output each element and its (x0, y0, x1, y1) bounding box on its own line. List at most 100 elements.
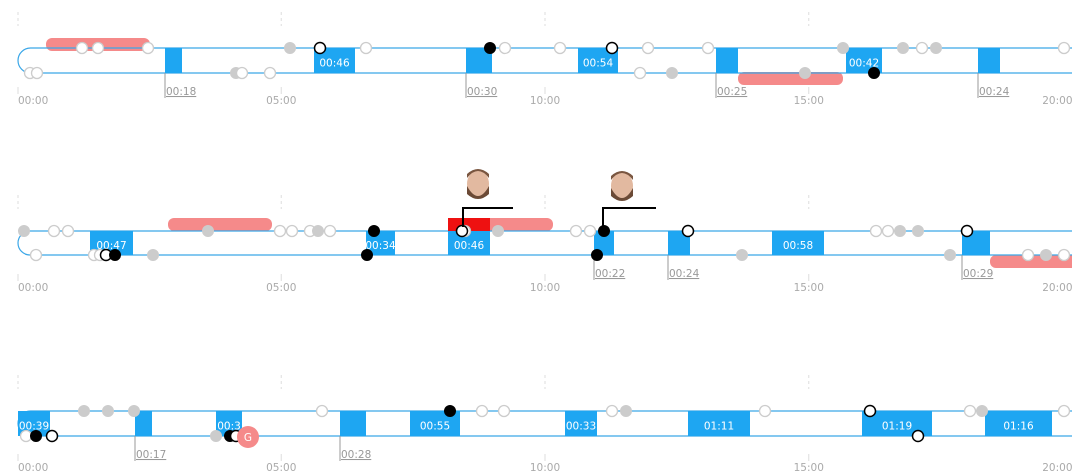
event-dot (605, 41, 619, 55)
duration-label: 00:28 (341, 449, 371, 461)
duration-label: 00:42 (849, 58, 879, 70)
axis-label: 15:00 (794, 95, 824, 107)
event-dot (312, 225, 324, 237)
marker-circle (237, 426, 259, 448)
axis-label: 15:00 (794, 282, 824, 294)
duration-block (716, 48, 738, 73)
event-dot (147, 249, 159, 261)
duration-label: 01:11 (704, 421, 734, 433)
timeline-row: 00:00 05:00 10:00 15:00 20:00 00:18 00:46 00:30… (17, 12, 1072, 107)
duration-label: 00:18 (166, 86, 196, 98)
highlight-pill (738, 72, 843, 85)
event-dot (758, 404, 772, 418)
event-dot (202, 225, 214, 237)
event-dot (498, 41, 512, 55)
axis-label: 05:00 (266, 462, 296, 474)
event-dot (368, 225, 380, 237)
face (462, 169, 513, 227)
event-dot (492, 225, 504, 237)
event-dot (91, 41, 105, 55)
event-dot (736, 249, 748, 261)
event-dot (944, 249, 956, 261)
event-dot (963, 404, 977, 418)
axis-label: 20:00 (1042, 95, 1072, 107)
event-dot (915, 41, 929, 55)
event-dot (591, 249, 603, 261)
event-dot (497, 404, 511, 418)
event-dot (285, 224, 299, 238)
event-dot (1057, 248, 1071, 262)
duration-label: 00:46 (454, 240, 485, 252)
duration-label: 00:24 (979, 86, 1010, 98)
duration-block (772, 231, 824, 255)
event-dot (799, 67, 811, 79)
axis-label: 00:00 (18, 282, 48, 294)
axis-label: 05:00 (266, 282, 296, 294)
event-dot (633, 66, 647, 80)
event-dot (598, 225, 610, 237)
event-dot (605, 404, 619, 418)
event-dot (30, 66, 44, 80)
marker-label: G (244, 432, 252, 444)
axis-label: 10:00 (530, 95, 560, 107)
event-dot (30, 430, 42, 442)
event-dot (911, 429, 925, 443)
event-dot (1040, 249, 1052, 261)
duration-label: 00:58 (783, 240, 813, 252)
event-dot (361, 249, 373, 261)
event-dot (455, 224, 469, 238)
timeline-row: 00:00 05:00 10:00 15:00 20:00 00:39 00:17 00:3 0… (17, 375, 1072, 474)
event-dot (976, 405, 988, 417)
duration-label: 00:17 (136, 449, 166, 461)
event-dot (960, 224, 974, 238)
event-dot (18, 225, 30, 237)
highlight-pill (168, 218, 272, 231)
duration-block (565, 411, 597, 436)
duration-label: 00:55 (420, 421, 450, 433)
duration-label: 01:19 (882, 421, 912, 433)
duration-block (668, 231, 690, 255)
event-dot (141, 41, 155, 55)
event-dot (484, 42, 496, 54)
event-dot (583, 224, 597, 238)
duration-label: 00:29 (963, 268, 993, 280)
duration-label: 00:30 (467, 86, 497, 98)
marker-badge: G (237, 426, 259, 448)
event-dot (837, 42, 849, 54)
event-dot (61, 224, 75, 238)
axis-label: 20:00 (1042, 462, 1072, 474)
event-dot (620, 405, 632, 417)
duration-label: 00:22 (595, 268, 625, 280)
duration-label: 00:34 (365, 240, 396, 252)
timeline-row: 00:00 05:00 10:00 15:00 20:00 00:47 00:34 00:46… (17, 195, 1072, 294)
event-dot (75, 41, 89, 55)
event-dot (29, 248, 43, 262)
event-dot (863, 404, 877, 418)
event-dot (359, 41, 373, 55)
duration-label: 00:39 (19, 421, 49, 433)
duration-block (340, 411, 366, 436)
event-dot (102, 405, 114, 417)
duration-block (688, 411, 750, 436)
highlight-pill (990, 255, 1072, 268)
axis-label: 00:00 (18, 462, 48, 474)
duration-block (165, 48, 182, 73)
duration-block (594, 231, 614, 255)
duration-label: 00:54 (583, 58, 614, 70)
event-dot (235, 66, 249, 80)
event-dot (894, 225, 906, 237)
event-dot (315, 404, 329, 418)
event-dot (273, 224, 287, 238)
duration-block (985, 411, 1052, 436)
event-dot (263, 66, 277, 80)
duration-label: 00:3 (217, 421, 241, 433)
event-dot (666, 67, 678, 79)
event-dot (553, 41, 567, 55)
event-dot (109, 249, 121, 261)
event-dot (284, 42, 296, 54)
event-dot (641, 41, 655, 55)
event-dot (930, 42, 942, 54)
axis-label: 00:00 (18, 95, 48, 107)
event-dot (1021, 248, 1035, 262)
